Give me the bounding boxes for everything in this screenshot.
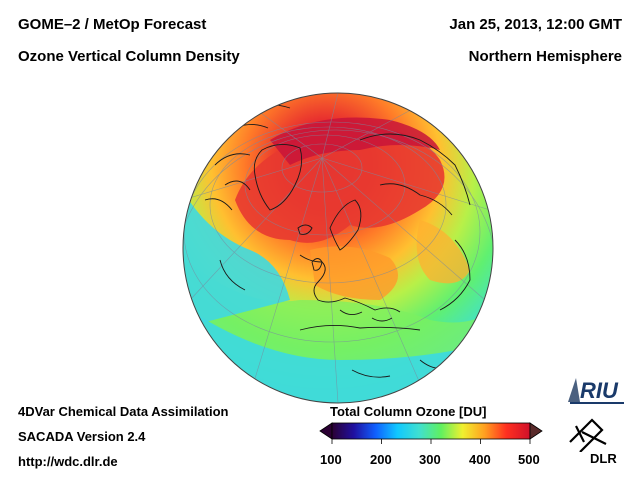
- colorbar-ticks: [331, 439, 531, 444]
- colorbar-max-arrow: [529, 422, 543, 440]
- globe-field: [183, 93, 493, 403]
- riu-logo-text: RIU: [580, 378, 619, 403]
- ozone-high-europe: [310, 246, 398, 300]
- coastlines: [204, 104, 471, 378]
- colorbar-gradient: [331, 422, 531, 440]
- dlr-logo-mark: [569, 418, 607, 452]
- ozone-low-west: [183, 175, 290, 330]
- forecast-date: Jan 25, 2013, 12:00 GMT: [449, 16, 622, 33]
- colorbar-title: Total Column Ozone [DU]: [330, 404, 487, 419]
- version-label: SACADA Version 2.4: [18, 429, 146, 444]
- colorbar-min-arrow: [319, 422, 333, 440]
- dlr-logo: [569, 418, 607, 452]
- colorbar: [319, 422, 543, 444]
- graticule: [183, 93, 493, 403]
- hemisphere-label: Northern Hemisphere: [468, 48, 622, 65]
- method-label: 4DVar Chemical Data Assimilation: [18, 404, 229, 419]
- colorbar-tick-label: 200: [370, 452, 392, 467]
- product-title: GOME–2 / MetOp Forecast: [18, 16, 207, 33]
- colorbar-tick-label: 300: [419, 452, 441, 467]
- ozone-max-core: [270, 117, 440, 165]
- product-subtitle: Ozone Vertical Column Density: [18, 48, 240, 65]
- globe-outline: [182, 92, 494, 404]
- dlr-logo-text: DLR: [590, 451, 617, 466]
- riu-logo: RIU: [568, 378, 624, 404]
- colorbar-tick-label: 400: [469, 452, 491, 467]
- colorbar-tick-label: 500: [518, 452, 540, 467]
- colorbar-tick-label: 100: [320, 452, 342, 467]
- riu-logo-mark: [568, 378, 580, 402]
- website-link[interactable]: http://wdc.dlr.de: [18, 454, 118, 469]
- ozone-high-asia: [416, 220, 470, 284]
